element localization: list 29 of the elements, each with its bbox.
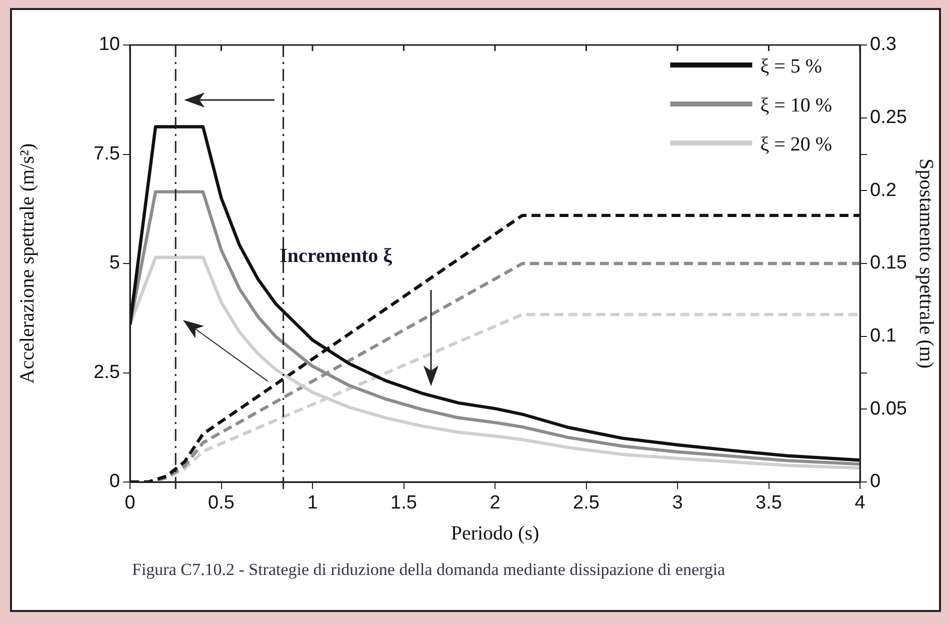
y-tick-label: 10 xyxy=(98,34,120,56)
x-tick-label: 4 xyxy=(854,492,866,514)
y2-tick-label: 0.15 xyxy=(870,252,907,274)
annotation: Incremento ξ xyxy=(280,245,392,268)
y-tick-label: 0 xyxy=(109,471,120,492)
x-tick-label: 0.5 xyxy=(208,492,234,514)
x-tick-label: 3.5 xyxy=(756,492,782,514)
legend-label: ξ = 10 % xyxy=(760,94,832,116)
y-axis-title: Accelerazione spettrale (m/s²) xyxy=(16,143,38,384)
x-tick-label: 2 xyxy=(490,492,500,514)
y2-axis-title: Spostamento spettrale (m) xyxy=(914,158,937,368)
x-tick-label: 3 xyxy=(672,492,683,514)
x-tick-label: 1.5 xyxy=(390,492,417,514)
x-axis-title: Periodo (s) xyxy=(450,522,540,544)
legend-label: ξ = 20 % xyxy=(760,133,832,156)
x-tick-label: 2.5 xyxy=(573,492,600,514)
y2-tick-label: 0.1 xyxy=(870,326,896,347)
y-tick-label: 5 xyxy=(109,252,120,274)
y2-tick-label: 0.25 xyxy=(870,107,907,128)
text: Figura C7.10.2 - Strategie di riduzione della domanda mediante dissipazione di energia xyxy=(132,560,726,580)
y-tick-label: 2.5 xyxy=(94,362,120,383)
x-tick-label: 0 xyxy=(124,492,136,514)
y2-tick-label: 0.05 xyxy=(870,398,907,420)
y2-tick-label: 0.3 xyxy=(870,34,896,56)
y2-tick-label: 0 xyxy=(870,471,881,492)
legend-label: ξ = 5 % xyxy=(760,55,822,78)
y-tick-label: 7.5 xyxy=(94,143,120,164)
x-tick-label: 1 xyxy=(307,492,318,514)
y2-tick-label: 0.2 xyxy=(870,180,896,201)
